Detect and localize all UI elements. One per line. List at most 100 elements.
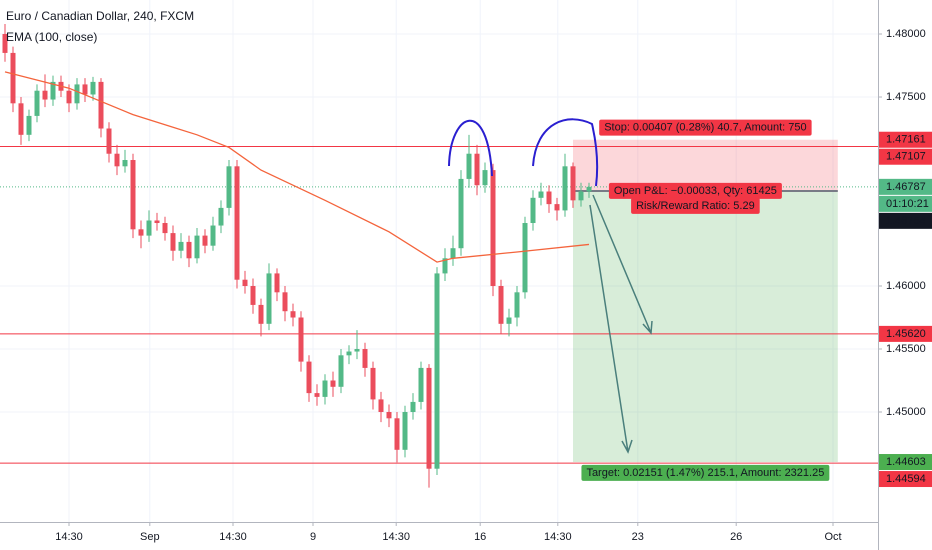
price-label-bg [879, 195, 932, 212]
candle-body [410, 401, 416, 413]
stop-label-bg [599, 119, 812, 136]
pnl-label: Open P&L: −0.00033, Qty: 61425 [614, 185, 777, 197]
candle-body [290, 311, 296, 318]
stop-label: Stop: 0.00407 (0.28%) 40.7, Amount: 750 [604, 122, 806, 134]
candle-body [274, 273, 280, 293]
candle-body [90, 81, 96, 95]
candle-body [330, 380, 336, 387]
candle-body [362, 349, 368, 368]
candle-body [10, 52, 16, 104]
candle-body [106, 128, 112, 154]
price-label: 1.44594 [886, 473, 926, 485]
price-label: 1.47161 [886, 134, 926, 146]
candle-body [426, 367, 432, 469]
candle-body [218, 207, 224, 226]
x-tick-label: 14:30 [219, 531, 247, 543]
price-label-bg [879, 178, 932, 195]
rr-label-bg [631, 197, 760, 214]
candle-body [114, 153, 120, 167]
candle-body [514, 292, 520, 318]
price-label: 1.46787 [886, 181, 926, 193]
candle-body [354, 349, 360, 352]
candle-body [530, 197, 536, 224]
price-label-bg [879, 454, 932, 471]
y-tick-label: 1.45000 [886, 406, 926, 418]
price-label-bg [879, 148, 932, 165]
candle-body [202, 235, 208, 246]
candle-body [258, 304, 264, 324]
candle-body [538, 191, 544, 198]
x-tick-label: Oct [824, 531, 841, 543]
candle-body [82, 84, 88, 95]
candle-body [458, 178, 464, 249]
chart-title: Euro / Canadian Dollar, 240, FXCM [6, 9, 194, 23]
x-tick-label: 14:30 [382, 531, 410, 543]
candle-body [226, 166, 232, 208]
candle-body [370, 367, 376, 400]
candle-body [130, 160, 136, 230]
candle-body [154, 220, 160, 224]
price-label-bg [879, 212, 932, 229]
candle-body [378, 399, 384, 413]
candle-body [306, 361, 312, 394]
price-label-bg [879, 471, 932, 488]
candle-body [562, 166, 568, 211]
price-label: 1.47107 [886, 151, 926, 163]
candle-body [194, 235, 200, 259]
candle-body [170, 233, 176, 251]
candle-body [250, 286, 256, 305]
drawing-arc [532, 118, 599, 187]
candle-body [66, 90, 72, 104]
candle-body [18, 103, 24, 135]
candle-body [466, 153, 472, 179]
candle-body [570, 166, 576, 201]
price-label-bg [879, 131, 932, 148]
candle-body [578, 191, 584, 201]
candle-body [242, 279, 248, 287]
candle-body [42, 90, 48, 100]
stop-zone [573, 139, 838, 192]
candle-body [2, 34, 8, 53]
candle-body [434, 273, 440, 469]
rr-label: Risk/Reward Ratio: 5.29 [636, 200, 755, 212]
candle-body [450, 248, 456, 259]
indicator-legend: EMA (100, close) [6, 30, 97, 44]
candle-body [98, 81, 104, 129]
drawing-arc [448, 119, 493, 177]
candle-body [402, 412, 408, 450]
price-label-bg [879, 325, 932, 342]
x-tick-label: 14:30 [544, 531, 572, 543]
price-label: 1.46754 [886, 215, 926, 227]
candle-body [546, 191, 552, 205]
candle-body [314, 393, 320, 397]
candle-body [418, 367, 424, 402]
candle-body [338, 355, 344, 387]
candle-body [122, 160, 128, 167]
candle-body [210, 225, 216, 246]
candle-body [482, 170, 488, 186]
candle-body [282, 292, 288, 312]
price-label: 01:10:21 [886, 198, 929, 210]
y-tick-label: 1.47500 [886, 91, 926, 103]
x-tick-label: 26 [730, 531, 742, 543]
target-label-bg [581, 464, 830, 481]
candle-body [266, 273, 272, 324]
price-label: 1.44603 [886, 456, 926, 468]
candle-body [322, 380, 328, 397]
x-tick-label: 16 [474, 531, 486, 543]
candle-body [34, 90, 40, 116]
pnl-label-bg [608, 182, 782, 199]
y-tick-label: 1.46000 [886, 280, 926, 292]
candle-body [442, 258, 448, 274]
candle-body [498, 286, 504, 324]
target-label: Target: 0.02151 (1.47%) 215.1, Amount: 2… [586, 467, 824, 479]
price-label: 1.45620 [886, 328, 926, 340]
target-zone [573, 191, 838, 463]
candle-body [186, 241, 192, 259]
candle-body [234, 166, 240, 280]
x-tick-label: 14:30 [55, 531, 83, 543]
candle-body [586, 186, 592, 192]
y-tick-label: 1.45500 [886, 343, 926, 355]
x-tick-label: 23 [632, 531, 644, 543]
